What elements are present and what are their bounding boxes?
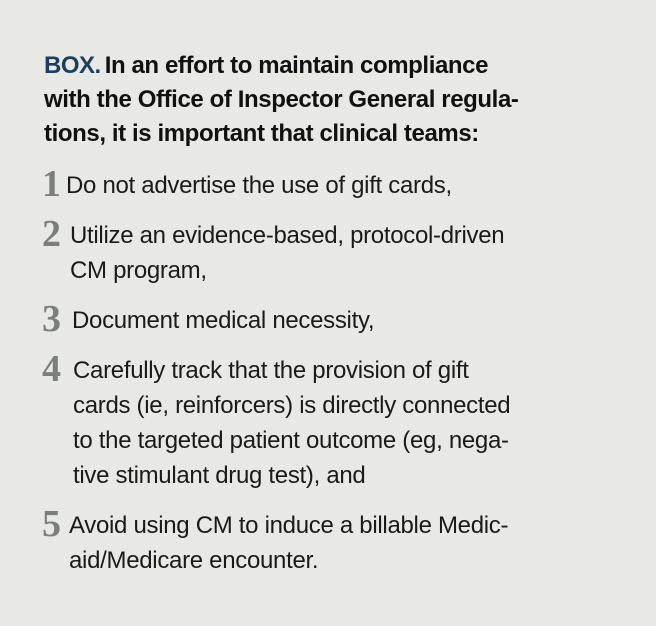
list-item-text: Utilize an evidence-based, protocol-driv… — [70, 222, 505, 284]
list-item-text: Carefully track that the provision of gi… — [73, 357, 511, 489]
list-item-1: 1 Do not advertise the use of gift cards… — [42, 164, 632, 204]
list-item-text: Do not advertise the use of gift cards, — [66, 172, 452, 199]
list-item-number: 2 — [42, 213, 61, 255]
list-item-number: 3 — [42, 298, 61, 340]
list-item-number: 4 — [42, 348, 61, 390]
list-item-number: 5 — [42, 503, 61, 545]
list-item-2: 2 Utilize an evidence-based, protocol-dr… — [42, 214, 632, 288]
list-item-3: 3 Document medical necessity, — [42, 299, 632, 339]
list-item-4: 4 Carefully track that the provision of … — [42, 349, 632, 493]
list-item-5: 5 Avoid using CM to induce a billable Me… — [42, 504, 632, 578]
list-item-number: 1 — [42, 163, 61, 205]
list-item-text: Document medical necessity, — [72, 307, 375, 334]
list-item-text: Avoid using CM to induce a billable Medi… — [69, 512, 509, 574]
box-heading-text: In an effort to maintain compliance with… — [44, 52, 519, 147]
box-tag: BOX. — [44, 52, 101, 79]
box-heading: BOX. In an effort to maintain compliance … — [44, 49, 634, 151]
